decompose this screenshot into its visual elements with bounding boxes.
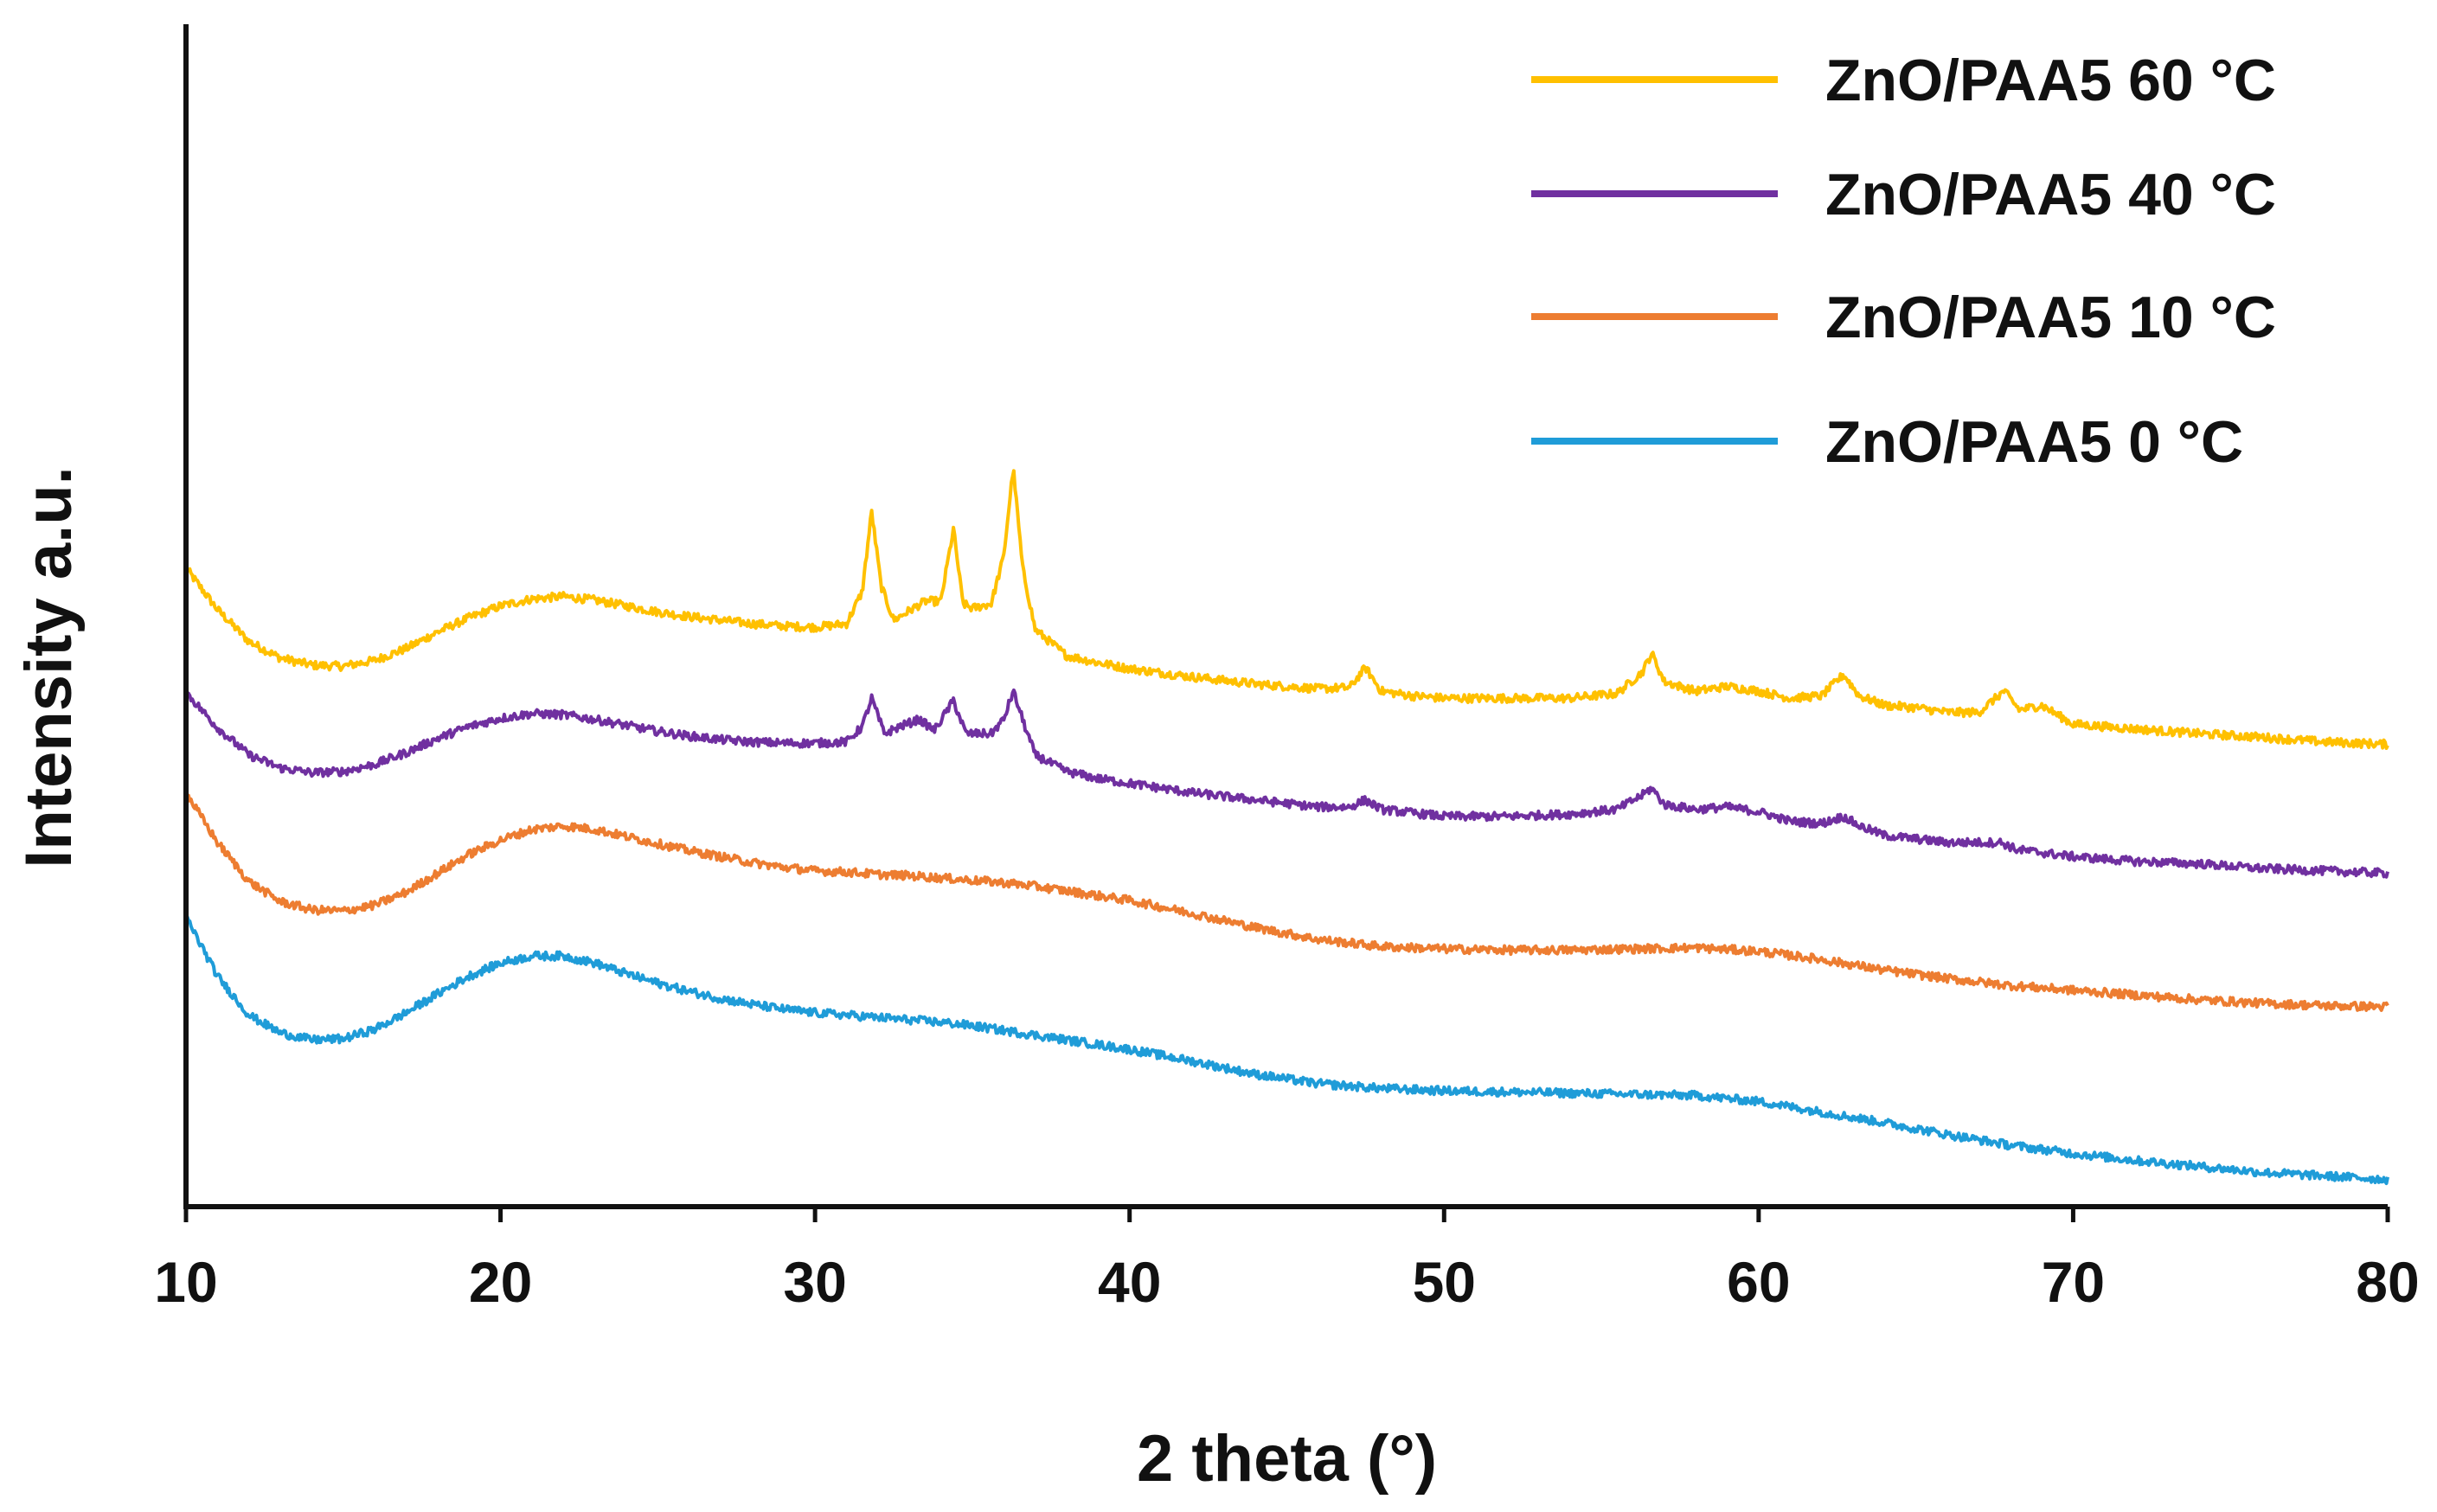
series-line: [184, 915, 2389, 1186]
x-tick-layer: 10 20 30 40 50 60 70 80: [154, 1207, 2420, 1314]
series-layer: [184, 469, 2389, 1186]
x-tick-label: 30: [783, 1250, 846, 1314]
x-tick-label: 40: [1098, 1250, 1161, 1314]
series-line: [184, 688, 2389, 879]
y-axis-title: Intensity a.u.: [12, 466, 86, 868]
x-tick-label: 50: [1413, 1250, 1476, 1314]
x-axis-title: 2 theta (°): [1137, 1422, 1437, 1496]
series-line: [184, 793, 2389, 1012]
x-tick-label: 20: [469, 1250, 532, 1314]
legend: ZnO/PAA5 60 °C ZnO/PAA5 40 °C ZnO/PAA5 10 …: [1531, 48, 2276, 475]
legend-label: ZnO/PAA5 0 °C: [1825, 409, 2243, 475]
x-tick-label: 80: [2356, 1250, 2419, 1314]
legend-label: ZnO/PAA5 60 °C: [1825, 48, 2276, 113]
x-tick-label: 60: [1727, 1250, 1790, 1314]
legend-label: ZnO/PAA5 40 °C: [1825, 162, 2276, 227]
x-tick-label: 70: [2042, 1250, 2105, 1314]
legend-label: ZnO/PAA5 10 °C: [1825, 285, 2276, 350]
series-line: [184, 469, 2389, 750]
x-tick-label: 10: [154, 1250, 217, 1314]
